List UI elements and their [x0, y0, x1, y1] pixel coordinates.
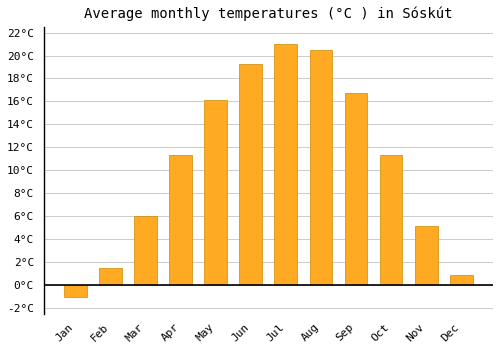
Bar	[274, 44, 297, 285]
Bar	[380, 155, 402, 285]
Bar	[64, 285, 87, 297]
Bar	[450, 275, 472, 285]
Bar	[170, 155, 192, 285]
Bar	[310, 50, 332, 285]
Bar	[240, 64, 262, 285]
Bar	[415, 225, 438, 285]
Bar	[204, 100, 227, 285]
Bar	[134, 216, 157, 285]
Bar	[344, 93, 368, 285]
Bar	[99, 268, 122, 285]
Title: Average monthly temperatures (°C ) in Sóskút: Average monthly temperatures (°C ) in Só…	[84, 7, 452, 21]
